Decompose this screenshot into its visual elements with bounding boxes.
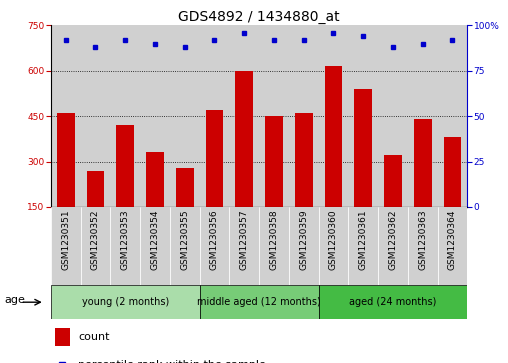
Bar (229, 25, 259, 207)
Bar (289, 25, 319, 207)
Bar (443, 137, 461, 207)
Bar (319, 207, 348, 285)
Bar (437, 207, 467, 285)
Bar (140, 207, 170, 285)
Bar (116, 125, 134, 207)
Bar (146, 152, 164, 207)
Text: GSM1230364: GSM1230364 (448, 209, 457, 270)
Bar (140, 25, 170, 207)
Text: GSM1230351: GSM1230351 (61, 209, 70, 270)
Bar (176, 168, 194, 207)
Bar (200, 207, 229, 285)
Text: GSM1230363: GSM1230363 (418, 209, 427, 270)
Bar (81, 25, 110, 207)
Bar (295, 113, 312, 207)
Bar (86, 171, 104, 207)
Bar (408, 207, 437, 285)
Text: GSM1230358: GSM1230358 (269, 209, 278, 270)
Text: GSM1230356: GSM1230356 (210, 209, 219, 270)
Text: young (2 months): young (2 months) (82, 297, 169, 307)
Bar (348, 25, 378, 207)
Bar (170, 207, 200, 285)
Bar (51, 285, 200, 319)
Bar (200, 25, 229, 207)
Bar (319, 285, 467, 319)
Text: GSM1230360: GSM1230360 (329, 209, 338, 270)
Bar (414, 119, 432, 207)
Text: aged (24 months): aged (24 months) (350, 297, 437, 307)
Bar (259, 207, 289, 285)
Text: GSM1230357: GSM1230357 (240, 209, 249, 270)
Bar (51, 25, 81, 207)
Bar (437, 25, 467, 207)
Text: GSM1230352: GSM1230352 (91, 209, 100, 270)
Title: GDS4892 / 1434880_at: GDS4892 / 1434880_at (178, 11, 340, 24)
Text: percentile rank within the sample: percentile rank within the sample (78, 360, 266, 363)
Bar (378, 207, 408, 285)
Bar (289, 207, 319, 285)
Bar (348, 207, 378, 285)
Bar (81, 207, 110, 285)
Bar (110, 207, 140, 285)
Bar (384, 155, 402, 207)
Bar (265, 116, 283, 207)
Text: age: age (4, 295, 25, 306)
Text: GSM1230359: GSM1230359 (299, 209, 308, 270)
Bar (325, 66, 342, 207)
Text: GSM1230355: GSM1230355 (180, 209, 189, 270)
Text: middle aged (12 months): middle aged (12 months) (197, 297, 321, 307)
Bar (57, 113, 75, 207)
Bar (408, 25, 437, 207)
Bar (110, 25, 140, 207)
Text: GSM1230362: GSM1230362 (389, 209, 397, 270)
Text: GSM1230353: GSM1230353 (121, 209, 130, 270)
Bar (378, 25, 408, 207)
Bar (51, 207, 81, 285)
Text: count: count (78, 332, 109, 342)
Bar (354, 89, 372, 207)
Bar (206, 110, 224, 207)
Text: GSM1230361: GSM1230361 (359, 209, 368, 270)
Bar (200, 285, 319, 319)
Bar (170, 25, 200, 207)
Bar (235, 71, 253, 207)
Bar (259, 25, 289, 207)
Text: GSM1230354: GSM1230354 (150, 209, 160, 270)
Bar (229, 207, 259, 285)
Bar (55, 328, 70, 346)
Bar (319, 25, 348, 207)
